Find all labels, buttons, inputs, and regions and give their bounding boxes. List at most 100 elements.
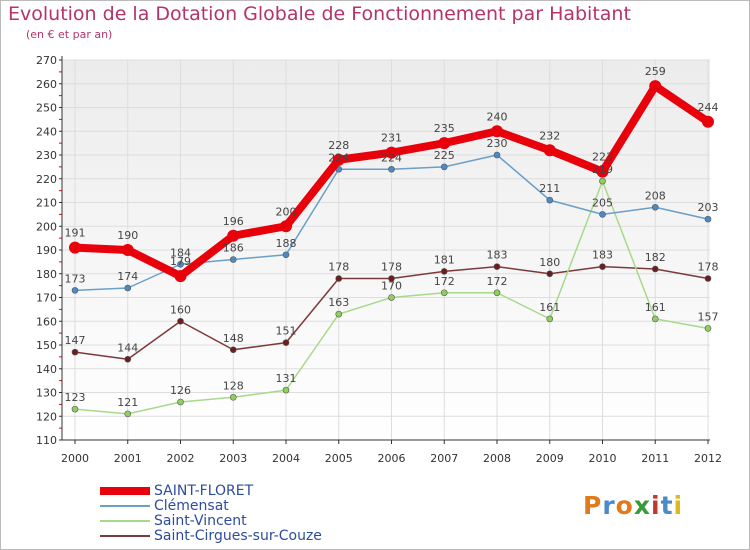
x-tick-label: 2008 [483, 452, 511, 465]
data-label-saint-cirgues-sur-couze: 160 [170, 303, 191, 316]
data-point-saint-vincent [177, 398, 184, 406]
data-label-saint-cirgues-sur-couze: 180 [539, 256, 560, 269]
data-point-saint-cirgues-sur-couze [71, 348, 79, 356]
legend-swatch-saint-cirgues [100, 535, 150, 537]
data-point-saint-vincent [651, 315, 659, 323]
y-tick-label: 120 [36, 410, 57, 423]
y-tick-label: 150 [36, 339, 57, 352]
y-tick-label: 190 [36, 244, 57, 257]
data-label-saint-vincent: 128 [223, 379, 244, 392]
legend-item-saint-floret: SAINT-FLORET [100, 483, 440, 499]
legend-label-clemensat: Clémensat [154, 498, 229, 514]
data-label-saint-vincent: 219 [592, 163, 613, 176]
data-label-saint-floret: 191 [65, 227, 86, 240]
data-label-saint-vincent: 126 [170, 384, 191, 397]
y-tick-label: 110 [36, 434, 57, 447]
y-tick-label: 240 [36, 125, 57, 138]
data-point-saint-floret [649, 80, 662, 93]
data-point-cl-mensat [71, 287, 79, 294]
data-label-cl-mensat: 188 [276, 237, 297, 250]
data-label-saint-vincent: 163 [328, 296, 349, 309]
data-point-cl-mensat [282, 251, 290, 259]
data-point-saint-floret [69, 241, 81, 254]
data-label-saint-vincent: 123 [65, 391, 86, 404]
legend-swatch-saint-floret [100, 487, 150, 495]
legend-swatch-saint-vincent [100, 520, 150, 522]
legend-label-saint-vincent: Saint-Vincent [154, 513, 247, 529]
data-point-saint-floret [332, 153, 345, 166]
data-label-saint-vincent: 172 [434, 275, 455, 288]
data-label-saint-vincent: 161 [645, 301, 666, 314]
x-tick-label: 2003 [219, 452, 247, 465]
data-label-saint-cirgues-sur-couze: 178 [698, 261, 719, 274]
legend-item-clemensat: Clémensat [100, 498, 440, 514]
data-label-cl-mensat: 205 [592, 196, 613, 209]
data-point-saint-cirgues-sur-couze [177, 317, 184, 325]
data-label-saint-vincent: 170 [381, 280, 402, 293]
data-point-saint-floret [280, 220, 292, 233]
y-tick-label: 180 [36, 268, 57, 281]
data-point-saint-cirgues-sur-couze [651, 265, 659, 273]
data-point-saint-floret [227, 229, 240, 242]
legend-item-saint-vincent: Saint-Vincent [100, 513, 440, 529]
data-label-saint-floret: 235 [434, 122, 455, 135]
data-point-saint-cirgues-sur-couze [599, 263, 606, 270]
data-point-saint-vincent [388, 294, 395, 301]
logo-letter: P [583, 491, 603, 520]
y-tick-label: 220 [36, 173, 57, 186]
y-tick-label: 210 [36, 197, 57, 210]
x-tick-label: 2001 [114, 452, 142, 465]
data-point-saint-vincent [282, 386, 290, 394]
data-point-saint-vincent [440, 289, 448, 297]
data-point-saint-vincent [704, 325, 712, 332]
data-point-saint-cirgues-sur-couze [493, 263, 501, 270]
data-point-cl-mensat [546, 196, 554, 204]
y-tick-label: 200 [36, 220, 57, 233]
data-label-saint-cirgues-sur-couze: 144 [117, 341, 138, 354]
data-point-saint-vincent [71, 405, 79, 413]
data-label-saint-cirgues-sur-couze: 147 [65, 334, 86, 347]
data-point-cl-mensat [599, 211, 606, 218]
x-tick-label: 2006 [378, 452, 406, 465]
y-tick-label: 260 [36, 78, 57, 91]
y-tick-label: 130 [36, 387, 57, 400]
data-label-saint-floret: 259 [645, 65, 666, 78]
logo-letter: r [602, 491, 616, 520]
y-tick-label: 170 [36, 292, 57, 305]
data-label-saint-cirgues-sur-couze: 182 [645, 251, 666, 264]
data-label-cl-mensat: 224 [381, 151, 402, 164]
data-point-saint-cirgues-sur-couze [124, 355, 132, 363]
logo-letter: i [651, 491, 661, 520]
proxiti-logo: Proxiti [583, 491, 683, 520]
data-label-saint-cirgues-sur-couze: 178 [381, 261, 402, 274]
y-tick-label: 250 [36, 102, 57, 115]
data-label-saint-vincent: 161 [539, 301, 560, 314]
data-point-saint-vincent [599, 177, 606, 185]
legend-item-saint-cirgues: Saint-Cirgues-sur-Couze [100, 528, 440, 544]
logo-letter: o [615, 491, 634, 520]
data-point-saint-floret [491, 125, 503, 138]
data-label-saint-vincent: 157 [698, 310, 719, 323]
x-tick-label: 2009 [536, 452, 564, 465]
data-label-saint-vincent: 172 [487, 275, 508, 288]
data-label-cl-mensat: 174 [117, 270, 138, 283]
data-label-cl-mensat: 173 [65, 272, 86, 285]
data-label-saint-cirgues-sur-couze: 178 [328, 261, 349, 274]
data-label-saint-cirgues-sur-couze: 183 [592, 249, 613, 262]
data-label-cl-mensat: 184 [170, 246, 191, 259]
data-point-saint-floret [438, 137, 451, 150]
data-point-cl-mensat [493, 151, 501, 159]
chart-title: Evolution de la Dotation Globale de Fonc… [8, 3, 631, 25]
legend-swatch-clemensat [100, 505, 150, 507]
data-label-saint-floret: 223 [592, 151, 613, 164]
data-label-cl-mensat: 203 [698, 201, 719, 214]
data-label-saint-floret: 228 [328, 139, 349, 152]
x-tick-label: 2004 [272, 452, 300, 465]
data-label-cl-mensat: 211 [539, 182, 560, 195]
data-point-saint-cirgues-sur-couze [229, 346, 237, 354]
data-point-saint-vincent [229, 393, 237, 401]
data-label-saint-vincent: 121 [117, 396, 138, 409]
x-tick-label: 2000 [61, 452, 89, 465]
data-label-cl-mensat: 224 [328, 151, 349, 164]
x-tick-label: 2005 [325, 452, 353, 465]
